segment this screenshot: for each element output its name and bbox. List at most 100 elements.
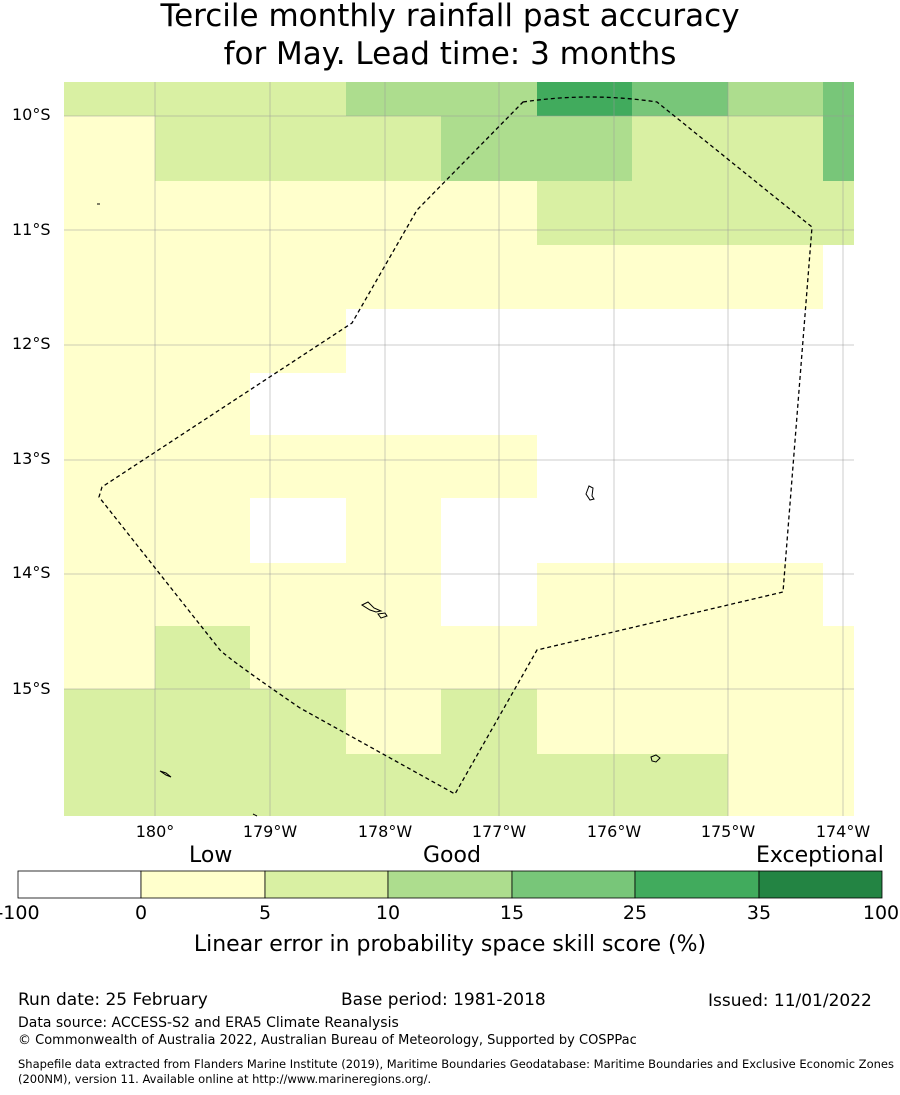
lon-label-175w: 175°W [700, 822, 756, 841]
skill-cell [728, 82, 823, 116]
skill-cell [441, 82, 537, 116]
skill-cell [728, 181, 823, 245]
skill-cell [64, 181, 155, 245]
island-outline [377, 612, 388, 619]
skill-cell [823, 754, 854, 816]
skill-cell [346, 116, 441, 181]
skill-cell [728, 563, 823, 626]
skill-cell [64, 435, 155, 498]
lon-label-177w: 177°W [471, 822, 527, 841]
skill-cell [155, 689, 250, 754]
lon-label-179w: 179°W [242, 822, 298, 841]
skill-cell [250, 435, 346, 498]
skill-cell [64, 754, 155, 816]
lat-label-12s: 12°S [12, 334, 51, 353]
category-label-low: Low [189, 843, 233, 868]
lat-label-10s: 10°S [12, 105, 51, 124]
skill-cell [441, 435, 537, 498]
skill-cell [155, 435, 250, 498]
colorbar-tick-label: 10 [375, 902, 401, 924]
skill-cell [250, 245, 346, 309]
colorbar-tick-label: 35 [746, 902, 772, 924]
colorbar-swatch [17, 870, 142, 899]
skill-cell [823, 498, 854, 563]
skill-grid [64, 82, 854, 816]
skill-cell [155, 309, 250, 373]
colorbar-swatch [387, 870, 513, 899]
lon-label-178w: 178°W [357, 822, 413, 841]
skill-cell [155, 116, 250, 181]
skill-cell [632, 435, 728, 498]
skill-cell [346, 689, 441, 754]
lon-label-174w: 174°W [815, 822, 871, 841]
island-outline [650, 754, 661, 763]
skill-cell [441, 181, 537, 245]
skill-cell [632, 754, 728, 816]
skill-cell [155, 754, 250, 816]
colorbar-swatch [634, 870, 760, 899]
skill-cell [250, 181, 346, 245]
skill-cell [537, 435, 632, 498]
lat-label-13s: 13°S [12, 449, 51, 468]
colorbar-tick-label: 15 [499, 902, 525, 924]
base-period: Base period: 1981-2018 [341, 990, 546, 1010]
colorbar-swatch [140, 870, 266, 899]
copyright: © Commonwealth of Australia 2022, Austra… [18, 1033, 637, 1048]
island-outline [252, 813, 258, 817]
skill-cell [632, 82, 728, 116]
colorbar-tick-label: 25 [622, 902, 648, 924]
skill-cell [250, 689, 346, 754]
colorbar-title: Linear error in probability space skill … [193, 932, 707, 957]
map-title-line-1: Tercile monthly rainfall past accuracy [160, 0, 740, 34]
skill-cell [250, 498, 346, 563]
skill-cell [441, 116, 537, 181]
skill-cell [250, 626, 346, 689]
skill-cell [441, 689, 537, 754]
skill-cell [250, 563, 346, 626]
skill-cell [823, 689, 854, 754]
skill-cell [537, 563, 632, 626]
skill-cell [823, 181, 854, 245]
skill-cell [441, 309, 537, 373]
skill-cell [537, 245, 632, 309]
island-outline [360, 601, 383, 613]
skill-cell [728, 689, 823, 754]
colorbar-tick-label: 5 [258, 902, 272, 924]
skill-cell [250, 373, 346, 435]
colorbar [17, 870, 883, 899]
issued-date: Issued: 11/01/2022 [708, 991, 872, 1011]
run-date: Run date: 25 February [18, 990, 208, 1010]
skill-cell [441, 498, 537, 563]
skill-cell [632, 373, 728, 435]
skill-cell [64, 498, 155, 563]
skill-cell [346, 626, 441, 689]
skill-cell [823, 626, 854, 689]
skill-cell [64, 245, 155, 309]
skill-cell [632, 309, 728, 373]
skill-cell [537, 689, 632, 754]
skill-cell [632, 116, 728, 181]
skill-cell [728, 245, 823, 309]
island-outline [585, 485, 595, 501]
skill-cell [441, 373, 537, 435]
skill-cell [823, 116, 854, 181]
skill-cell [537, 309, 632, 373]
skill-cell [155, 563, 250, 626]
lon-label-180: 180° [135, 822, 175, 841]
skill-cell [346, 82, 441, 116]
skill-cell [64, 82, 155, 116]
lat-label-11s: 11°S [12, 220, 51, 239]
skill-cell [632, 626, 728, 689]
skill-cell [155, 626, 250, 689]
lon-label-176w: 176°W [586, 822, 642, 841]
skill-cell [537, 181, 632, 245]
skill-cell [823, 82, 854, 116]
skill-cell [346, 754, 441, 816]
skill-cell [346, 245, 441, 309]
skill-cell [537, 754, 632, 816]
skill-cell [728, 498, 823, 563]
skill-cell [64, 626, 155, 689]
skill-cell [728, 116, 823, 181]
skill-cell [155, 181, 250, 245]
skill-map [17, 82, 883, 899]
